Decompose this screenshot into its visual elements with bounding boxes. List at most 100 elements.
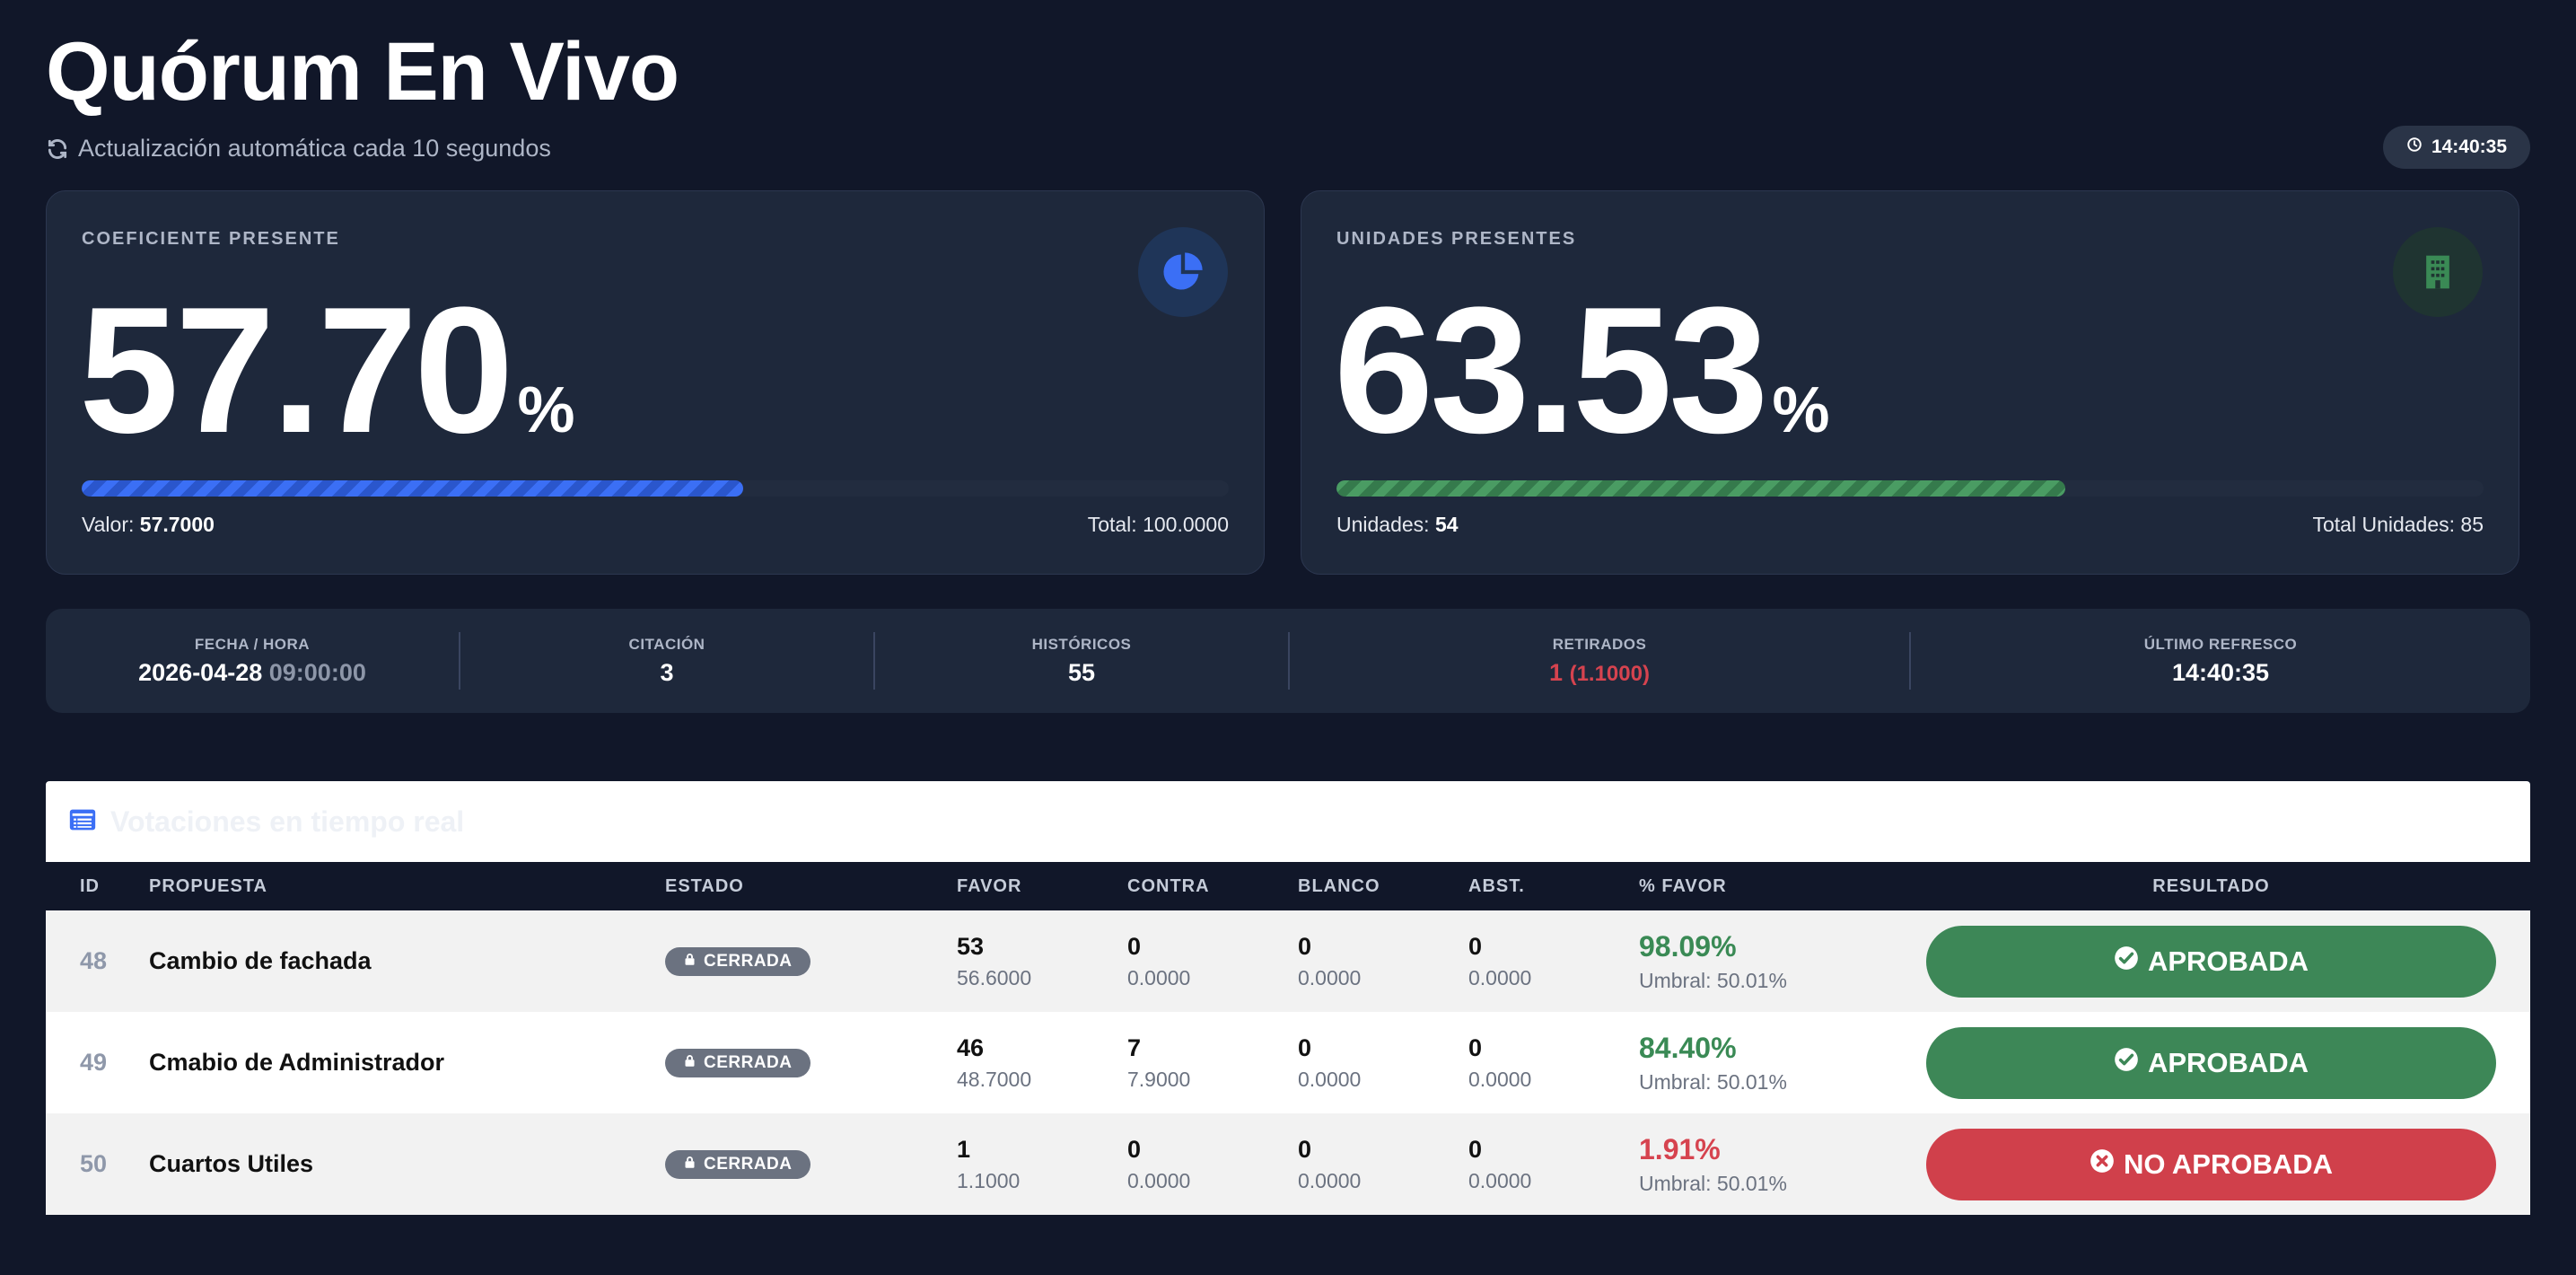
stat-value: 2026-04-28 09:00:00 (46, 659, 459, 687)
pct-favor-value: 84.40% (1639, 1031, 1737, 1064)
row-propuesta: Cuartos Utiles (149, 1150, 314, 1177)
card-footer: Valor: 57.7000 Total: 100.0000 (82, 513, 1229, 537)
status-badge: CERRADA (665, 1149, 810, 1179)
percent-sign: % (517, 374, 575, 446)
stat-historicos: HISTÓRICOS 55 (875, 632, 1290, 690)
col-propuesta: PROPUESTA (149, 875, 267, 896)
list-icon (67, 805, 98, 840)
stat-value: 1 (1.1000) (1290, 659, 1909, 687)
lock-icon (683, 1053, 697, 1073)
abst-coef: 0.0000 (1468, 1168, 1532, 1192)
row-favor: 53 56.6000 (957, 910, 1127, 1012)
unidades-progress-fill (1336, 480, 2065, 497)
abst-count: 0 (1468, 932, 1483, 960)
valor-label: Valor: (82, 513, 140, 536)
abst-count: 0 (1468, 1033, 1483, 1061)
row-resultado: NO APROBADA (1926, 1113, 2530, 1215)
refresh-icon (46, 137, 69, 161)
col-resultado: RESULTADO (2152, 875, 2270, 896)
valor-value: 57.7000 (139, 513, 215, 536)
status-badge: CERRADA (665, 946, 810, 976)
coeficiente-progress-fill (82, 480, 744, 497)
percent-sign: % (1772, 374, 1830, 446)
col-blanco: BLANCO (1298, 875, 1380, 896)
stat-label: ÚLTIMO REFRESCO (2143, 635, 2298, 653)
card-label: UNIDADES PRESENTES (1336, 229, 1577, 249)
row-blanco: 0 0.0000 (1298, 1113, 1468, 1215)
stat-label: HISTÓRICOS (1031, 635, 1132, 653)
stat-value: 3 (660, 658, 674, 686)
total-unidades-text: Total Unidades: 85 (2312, 513, 2484, 536)
row-id: 49 (80, 1049, 108, 1076)
unidades-progress (1336, 480, 2484, 497)
col-estado: ESTADO (665, 875, 744, 896)
pct-favor-value: 1.91% (1639, 1132, 1721, 1165)
favor-coef: 1.1000 (957, 1168, 1021, 1192)
row-blanco: 0 0.0000 (1298, 1012, 1468, 1113)
row-pct-favor: 98.09% Umbral: 50.01% (1639, 910, 1926, 1012)
abst-coef: 0.0000 (1468, 1067, 1532, 1091)
auto-refresh-text: Actualización automática cada 10 segundo… (78, 135, 551, 162)
page-title: Quórum En Vivo (46, 26, 679, 118)
stat-label: FECHA / HORA (194, 635, 311, 653)
unidades-label: Unidades: (1336, 513, 1435, 536)
row-pct-favor: 1.91% Umbral: 50.01% (1639, 1113, 1926, 1215)
votes-panel-title: Votaciones en tiempo real (110, 805, 465, 838)
table-row: 50 Cuartos Utiles CERRADA 1 1.1000 0 0.000… (46, 1113, 2530, 1215)
row-contra: 7 7.9000 (1127, 1012, 1298, 1113)
retirados-count: 1 (1549, 658, 1564, 686)
stat-value: 55 (1067, 658, 1096, 686)
blanco-coef: 0.0000 (1298, 1067, 1362, 1091)
row-abst: 0 0.0000 (1468, 910, 1639, 1012)
row-favor: 46 48.7000 (957, 1012, 1127, 1113)
stats-strip: FECHA / HORA 2026-04-28 09:00:00 CITACIÓ… (46, 609, 2530, 713)
clock-time: 14:40:35 (2431, 136, 2507, 157)
row-propuesta: Cambio de fachada (149, 947, 372, 974)
auto-refresh-note: Actualización automática cada 10 segundo… (46, 135, 551, 163)
result-text: APROBADA (2147, 1046, 2309, 1078)
stat-fecha: FECHA / HORA 2026-04-28 09:00:00 (46, 632, 460, 690)
row-favor: 1 1.1000 (957, 1113, 1127, 1215)
lock-icon (683, 1155, 697, 1174)
stat-label: CITACIÓN (628, 635, 705, 653)
row-abst: 0 0.0000 (1468, 1113, 1639, 1215)
favor-count: 46 (957, 1033, 985, 1061)
unidades-text: Unidades: 54 (1336, 513, 1459, 537)
votes-table: ID PROPUESTA ESTADO FAVOR CONTRA BLANCO … (46, 862, 2530, 1215)
contra-count: 0 (1127, 932, 1142, 960)
row-estado: CERRADA (665, 1113, 957, 1215)
total-text: Total: 100.0000 (1087, 513, 1229, 536)
row-propuesta: Cmabio de Administrador (149, 1049, 445, 1076)
contra-coef: 7.9000 (1127, 1067, 1191, 1091)
clock-badge: 14:40:35 (2382, 126, 2530, 169)
contra-coef: 0.0000 (1127, 1168, 1191, 1192)
coeficiente-progress (82, 480, 1229, 497)
blanco-coef: 0.0000 (1298, 965, 1362, 989)
header: Quórum En Vivo Actualización automática … (46, 0, 2530, 190)
col-pct-favor: % FAVOR (1639, 875, 1727, 896)
stat-label: RETIRADOS (1552, 635, 1647, 653)
stat-refresco: ÚLTIMO REFRESCO 14:40:35 (1911, 632, 2530, 690)
unidades-card: UNIDADES PRESENTES 63.53 % (1301, 190, 2519, 575)
coeficiente-value: 57.70 (79, 270, 513, 470)
check-circle-icon (2114, 1047, 2139, 1079)
row-id: 50 (80, 1150, 108, 1177)
abst-count: 0 (1468, 1135, 1483, 1163)
row-id: 48 (80, 947, 108, 974)
result-text: NO APROBADA (2123, 1148, 2334, 1180)
umbral-text: Umbral: 50.01% (1639, 1171, 1787, 1195)
blanco-count: 0 (1298, 932, 1312, 960)
result-badge-approved: APROBADA (1926, 925, 2496, 998)
fecha-date: 2026-04-28 (138, 658, 263, 686)
result-badge-rejected: NO APROBADA (1926, 1128, 2496, 1200)
row-blanco: 0 0.0000 (1298, 910, 1468, 1012)
umbral-text: Umbral: 50.01% (1639, 1069, 1787, 1094)
stat-citacion: CITACIÓN 3 (460, 632, 875, 690)
clock-icon (2406, 136, 2423, 158)
pie-chart-icon (1138, 227, 1228, 317)
building-icon (2393, 227, 2483, 317)
check-circle-icon (2114, 945, 2139, 978)
favor-coef: 48.7000 (957, 1067, 1032, 1091)
blanco-count: 0 (1298, 1135, 1312, 1163)
